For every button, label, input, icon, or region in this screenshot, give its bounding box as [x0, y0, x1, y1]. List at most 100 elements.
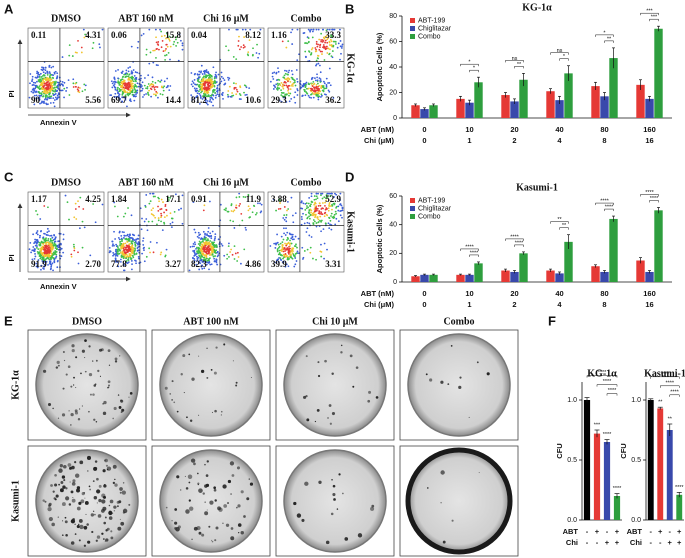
colony — [318, 480, 322, 484]
colony — [75, 356, 78, 359]
dot — [68, 44, 71, 47]
dot — [290, 31, 292, 34]
dot — [204, 100, 207, 102]
quadrant-value: 0.11 — [31, 30, 47, 40]
dot — [327, 192, 330, 195]
colony — [107, 349, 111, 353]
dot — [134, 249, 137, 251]
dot — [239, 203, 241, 205]
dot — [287, 89, 289, 92]
dot — [293, 255, 296, 258]
dot — [117, 265, 120, 268]
dot — [121, 90, 124, 93]
colony — [42, 499, 45, 502]
dot — [55, 86, 58, 88]
dot — [287, 208, 290, 210]
dot — [215, 75, 218, 77]
x-axis-label: Annexin V — [40, 118, 77, 127]
dot — [49, 102, 52, 104]
dot — [238, 35, 240, 38]
dot — [222, 98, 224, 100]
colony — [57, 417, 60, 419]
dot — [314, 86, 316, 89]
dot — [315, 48, 317, 51]
dot — [141, 85, 143, 87]
legend-swatch — [410, 214, 415, 219]
colony — [114, 478, 116, 481]
dot — [44, 245, 47, 247]
dot — [236, 90, 239, 93]
dot — [154, 28, 157, 31]
dot — [114, 70, 117, 72]
dot — [142, 240, 144, 242]
dot — [120, 71, 123, 74]
bar — [465, 274, 474, 282]
dot — [308, 212, 311, 215]
condition-label: Chi 16 μM — [203, 177, 249, 188]
dot — [213, 257, 216, 260]
dot — [206, 248, 209, 250]
dot — [39, 234, 41, 237]
dot — [48, 79, 51, 82]
colony — [76, 506, 81, 511]
dot — [325, 34, 328, 37]
dot — [165, 54, 168, 56]
colonies — [42, 339, 133, 426]
dot — [191, 85, 194, 88]
colony — [84, 339, 87, 342]
dot — [50, 248, 53, 251]
dot — [325, 194, 328, 196]
dot — [142, 32, 145, 35]
dot — [204, 259, 207, 262]
colony — [121, 408, 125, 412]
dot — [291, 43, 294, 45]
dot — [45, 103, 48, 106]
dot — [55, 255, 58, 258]
colony — [330, 512, 334, 516]
dot — [307, 28, 310, 31]
plate — [283, 449, 387, 553]
colony — [129, 392, 133, 395]
dots — [190, 28, 262, 107]
dot — [319, 204, 322, 207]
dot — [283, 80, 286, 83]
dot — [160, 220, 162, 223]
dot — [51, 255, 54, 257]
dot — [166, 45, 169, 48]
y-tick-label: 0.5 — [631, 457, 641, 464]
dot — [312, 80, 315, 83]
dot — [307, 94, 310, 97]
dot — [330, 43, 333, 46]
dot — [53, 83, 55, 86]
colony — [81, 349, 85, 353]
dot — [32, 233, 35, 236]
dot — [199, 233, 202, 236]
bar — [583, 400, 591, 520]
dot — [142, 237, 145, 240]
dot — [320, 86, 322, 89]
dot — [212, 91, 214, 94]
dot — [313, 210, 316, 213]
dot — [322, 28, 324, 31]
dot — [122, 237, 125, 239]
dot — [302, 202, 305, 205]
dot — [133, 99, 136, 102]
dot — [324, 47, 327, 49]
legend-label: Chiglitazar — [418, 205, 452, 212]
dot — [296, 89, 299, 92]
dot — [308, 222, 311, 225]
dot — [157, 219, 160, 222]
dot — [279, 258, 282, 261]
x-row-value: + — [615, 538, 620, 547]
dot — [291, 73, 294, 76]
dot — [321, 53, 323, 55]
dot — [124, 94, 127, 97]
dot — [307, 40, 310, 43]
quadrant-value: 69.7 — [111, 95, 127, 105]
colony — [108, 516, 113, 520]
panel-letter: A — [4, 1, 14, 16]
dot — [286, 239, 288, 241]
colony — [222, 484, 227, 489]
dot — [310, 93, 313, 95]
dot — [205, 95, 208, 98]
